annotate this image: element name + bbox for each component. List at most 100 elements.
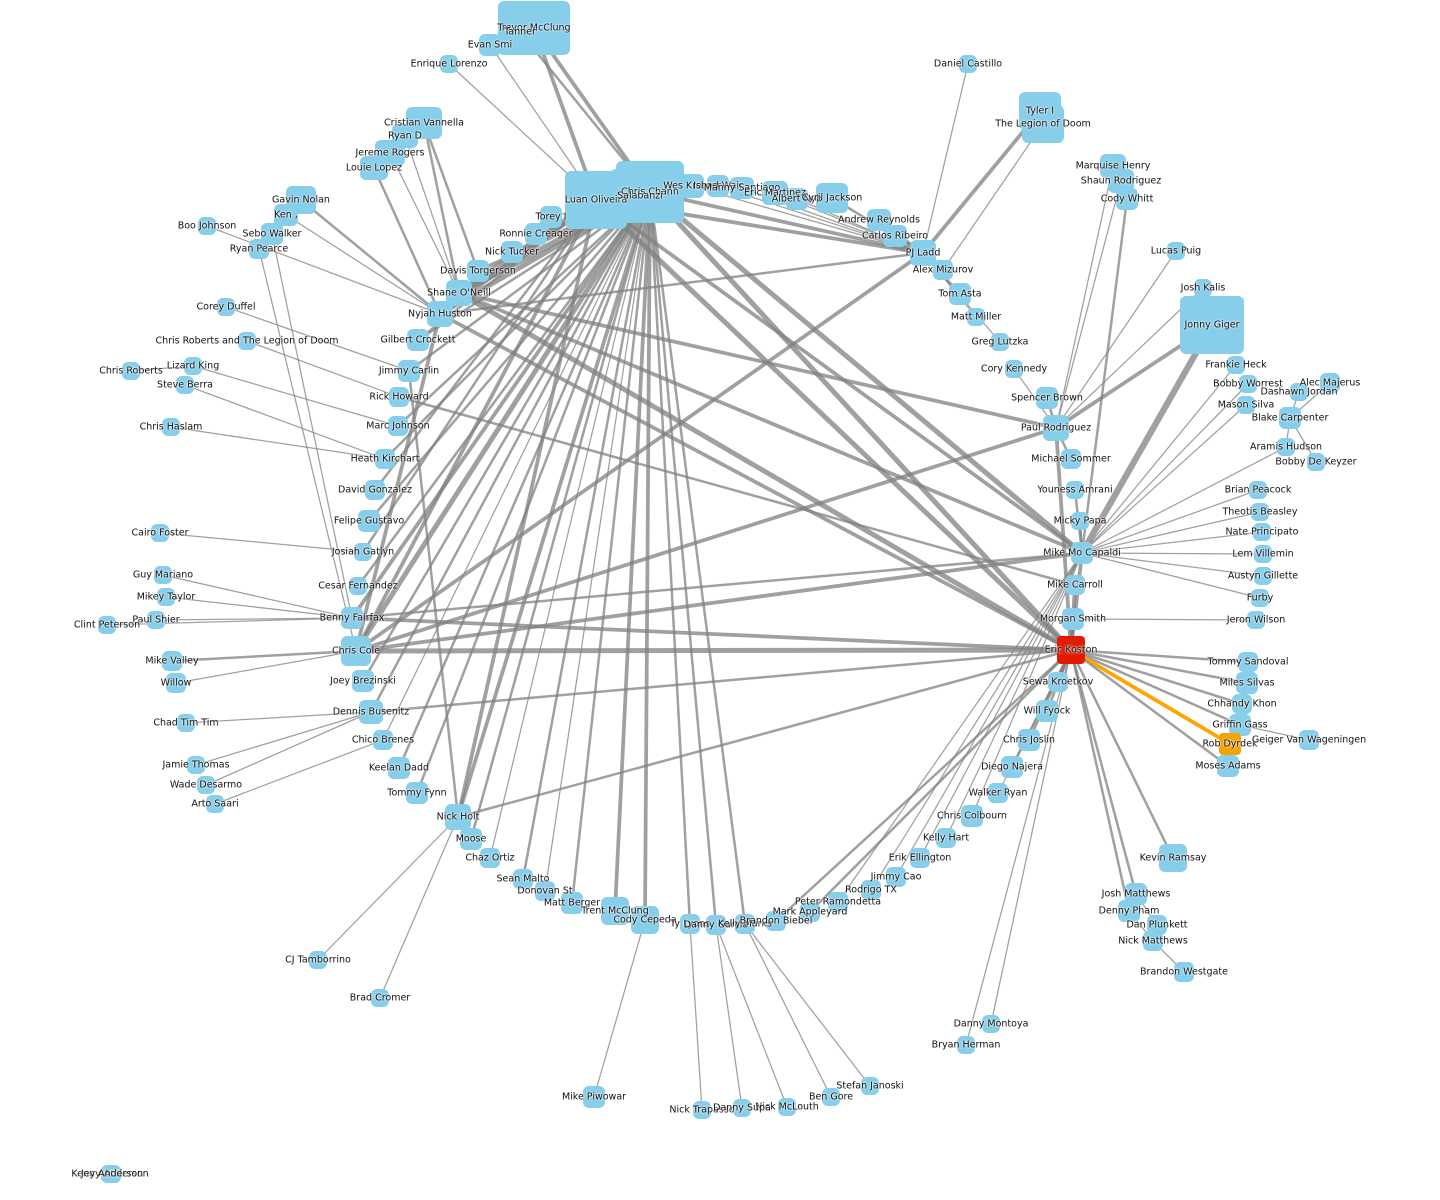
graph-node[interactable] — [388, 757, 410, 779]
graph-node[interactable] — [816, 183, 848, 213]
graph-node[interactable] — [1048, 672, 1068, 692]
graph-node[interactable] — [157, 588, 175, 606]
graph-node[interactable] — [480, 848, 500, 868]
graph-node[interactable] — [1227, 356, 1245, 374]
graph-node[interactable] — [162, 651, 182, 671]
graph-node[interactable] — [1061, 449, 1081, 469]
graph-node[interactable] — [959, 55, 977, 73]
graph-node[interactable] — [631, 906, 659, 934]
graph-node[interactable] — [861, 880, 881, 900]
graph-node[interactable] — [707, 175, 729, 197]
graph-node[interactable] — [762, 181, 788, 205]
graph-node[interactable] — [1125, 883, 1147, 905]
graph-node[interactable] — [460, 828, 482, 850]
graph-node[interactable] — [513, 869, 533, 889]
graph-node[interactable] — [730, 177, 754, 199]
graph-node[interactable] — [910, 848, 930, 868]
graph-node[interactable] — [936, 828, 956, 848]
graph-node[interactable] — [373, 730, 393, 750]
graph-node[interactable] — [147, 611, 165, 629]
graph-node[interactable] — [1174, 962, 1194, 982]
graph-node[interactable] — [1251, 589, 1269, 607]
graph-node[interactable] — [206, 795, 224, 813]
graph-node[interactable] — [1167, 242, 1185, 260]
graph-node[interactable] — [1238, 652, 1258, 672]
graph-node[interactable] — [501, 241, 523, 263]
graph-node[interactable] — [341, 607, 363, 629]
graph-node[interactable] — [154, 566, 172, 584]
graph-node[interactable] — [525, 223, 547, 245]
graph-node[interactable] — [861, 1077, 879, 1095]
graph-node[interactable] — [1247, 611, 1265, 629]
graph-node[interactable] — [540, 206, 562, 228]
graph-node[interactable] — [1254, 567, 1272, 585]
graph-node[interactable] — [389, 387, 409, 407]
graph-node[interactable] — [349, 577, 367, 595]
graph-node[interactable] — [778, 1098, 796, 1116]
graph-node[interactable] — [800, 902, 820, 922]
graph-node[interactable] — [1307, 453, 1325, 471]
graph-node[interactable] — [407, 329, 429, 351]
graph-node[interactable] — [1194, 279, 1212, 297]
graph-node[interactable] — [176, 376, 194, 394]
graph-node[interactable] — [187, 756, 205, 774]
graph-node[interactable] — [561, 892, 583, 914]
graph-node[interactable] — [1320, 373, 1340, 393]
graph-node[interactable] — [680, 174, 704, 198]
graph-node[interactable] — [1159, 844, 1187, 872]
graph-node[interactable] — [1277, 438, 1295, 456]
graph-node[interactable] — [786, 188, 808, 210]
graph-node[interactable] — [162, 418, 180, 436]
graph-node[interactable] — [933, 260, 953, 280]
graph-node[interactable] — [341, 636, 371, 666]
graph-node[interactable] — [1217, 755, 1239, 777]
graph-node[interactable] — [828, 892, 848, 912]
graph-node[interactable] — [352, 670, 374, 692]
graph-node[interactable] — [274, 204, 298, 226]
graph-node[interactable] — [217, 298, 235, 316]
graph-node[interactable] — [949, 283, 971, 305]
graph-node[interactable] — [198, 217, 216, 235]
graph-node[interactable] — [1237, 396, 1255, 414]
graph-node[interactable] — [122, 362, 140, 380]
graph-node[interactable] — [1180, 296, 1244, 354]
graph-node[interactable] — [238, 332, 256, 350]
graph-node[interactable] — [371, 989, 389, 1007]
graph-node[interactable] — [535, 881, 555, 901]
graph-node[interactable] — [693, 1101, 711, 1119]
graph-node[interactable] — [166, 673, 186, 693]
graph-node[interactable] — [479, 34, 501, 56]
graph-node[interactable] — [1239, 375, 1257, 393]
graph-node[interactable] — [957, 1036, 975, 1054]
graph-node[interactable] — [1001, 756, 1023, 778]
graph-node[interactable] — [967, 308, 985, 326]
graph-node[interactable] — [1279, 407, 1301, 429]
graph-node[interactable] — [583, 1086, 605, 1108]
graph-node[interactable] — [1229, 714, 1251, 736]
graph-node[interactable] — [1299, 730, 1319, 750]
graph-node[interactable] — [98, 616, 116, 634]
graph-node[interactable] — [151, 524, 169, 542]
graph-node[interactable] — [1065, 575, 1085, 595]
graph-node[interactable] — [375, 449, 395, 469]
graph-node[interactable] — [1116, 188, 1138, 210]
graph-node[interactable] — [1043, 415, 1069, 441]
graph-node[interactable] — [1062, 608, 1084, 630]
graph-node[interactable] — [249, 239, 269, 259]
graph-node[interactable] — [1036, 387, 1058, 409]
graph-node[interactable] — [1057, 636, 1085, 664]
graph-node[interactable] — [467, 260, 489, 282]
graph-node[interactable] — [309, 951, 327, 969]
graph-node[interactable] — [184, 357, 202, 375]
graph-node[interactable] — [1232, 694, 1252, 714]
graph-node[interactable] — [706, 915, 726, 935]
graph-node[interactable] — [197, 776, 215, 794]
graph-node[interactable] — [440, 55, 458, 73]
graph-node[interactable] — [359, 700, 383, 724]
graph-node[interactable] — [1249, 481, 1267, 499]
graph-node[interactable] — [1022, 105, 1064, 143]
graph-node[interactable] — [1071, 542, 1093, 564]
graph-node[interactable] — [601, 897, 629, 925]
graph-node[interactable] — [610, 169, 670, 223]
graph-node[interactable] — [988, 783, 1008, 803]
